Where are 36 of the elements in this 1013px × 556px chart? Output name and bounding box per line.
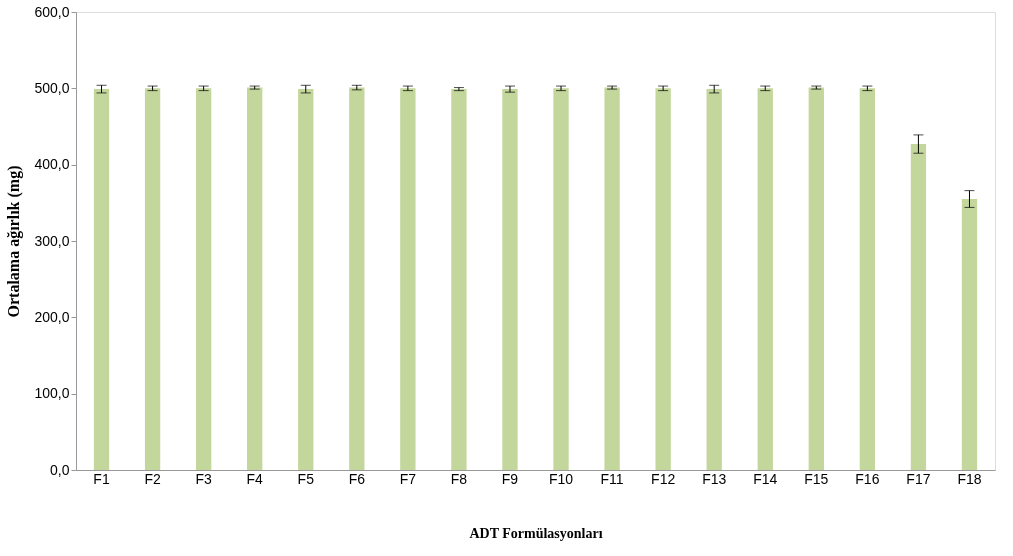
bar	[808, 87, 824, 470]
x-tick-label: F7	[399, 470, 417, 487]
y-tick-label: 600,0	[34, 3, 70, 20]
y-tick-label: 400,0	[34, 156, 70, 173]
bar	[910, 144, 927, 470]
y-axis-title: Ortalama ağırlık (mg)	[5, 165, 24, 318]
y-tick-label: 100,0	[34, 385, 70, 402]
x-tick-label: F16	[855, 470, 880, 487]
x-tick-label: F3	[195, 470, 213, 487]
x-tick-label: F4	[246, 470, 264, 487]
x-tick-label: F11	[600, 470, 624, 487]
x-tick-label: F18	[957, 470, 982, 487]
x-tick-label: F9	[501, 470, 519, 487]
bar	[247, 87, 263, 470]
x-tick-label: F8	[450, 470, 468, 487]
x-tick-label: F14	[753, 470, 778, 487]
bar	[93, 89, 110, 470]
x-tick-label: F17	[906, 470, 931, 487]
bar	[706, 89, 722, 470]
bar	[298, 89, 314, 470]
x-tick-label: F12	[651, 470, 676, 487]
x-tick-label: F6	[348, 470, 366, 487]
x-tick-label: F15	[804, 470, 829, 487]
x-tick-label: F1	[93, 470, 110, 487]
bar	[604, 87, 620, 470]
x-axis-title: ADT Formülasyonları	[469, 525, 603, 541]
bar	[961, 199, 978, 470]
x-tick-label: F2	[144, 470, 161, 487]
x-tick-label: F13	[702, 470, 727, 487]
bar	[451, 89, 467, 470]
y-tick-label: 200,0	[34, 308, 70, 325]
y-tick-label: 0,0	[50, 461, 70, 478]
y-tick-label: 300,0	[34, 232, 70, 249]
y-tick-label: 500,0	[34, 79, 70, 96]
x-tick-label: F10	[548, 470, 574, 487]
x-tick-label: F5	[297, 470, 315, 487]
